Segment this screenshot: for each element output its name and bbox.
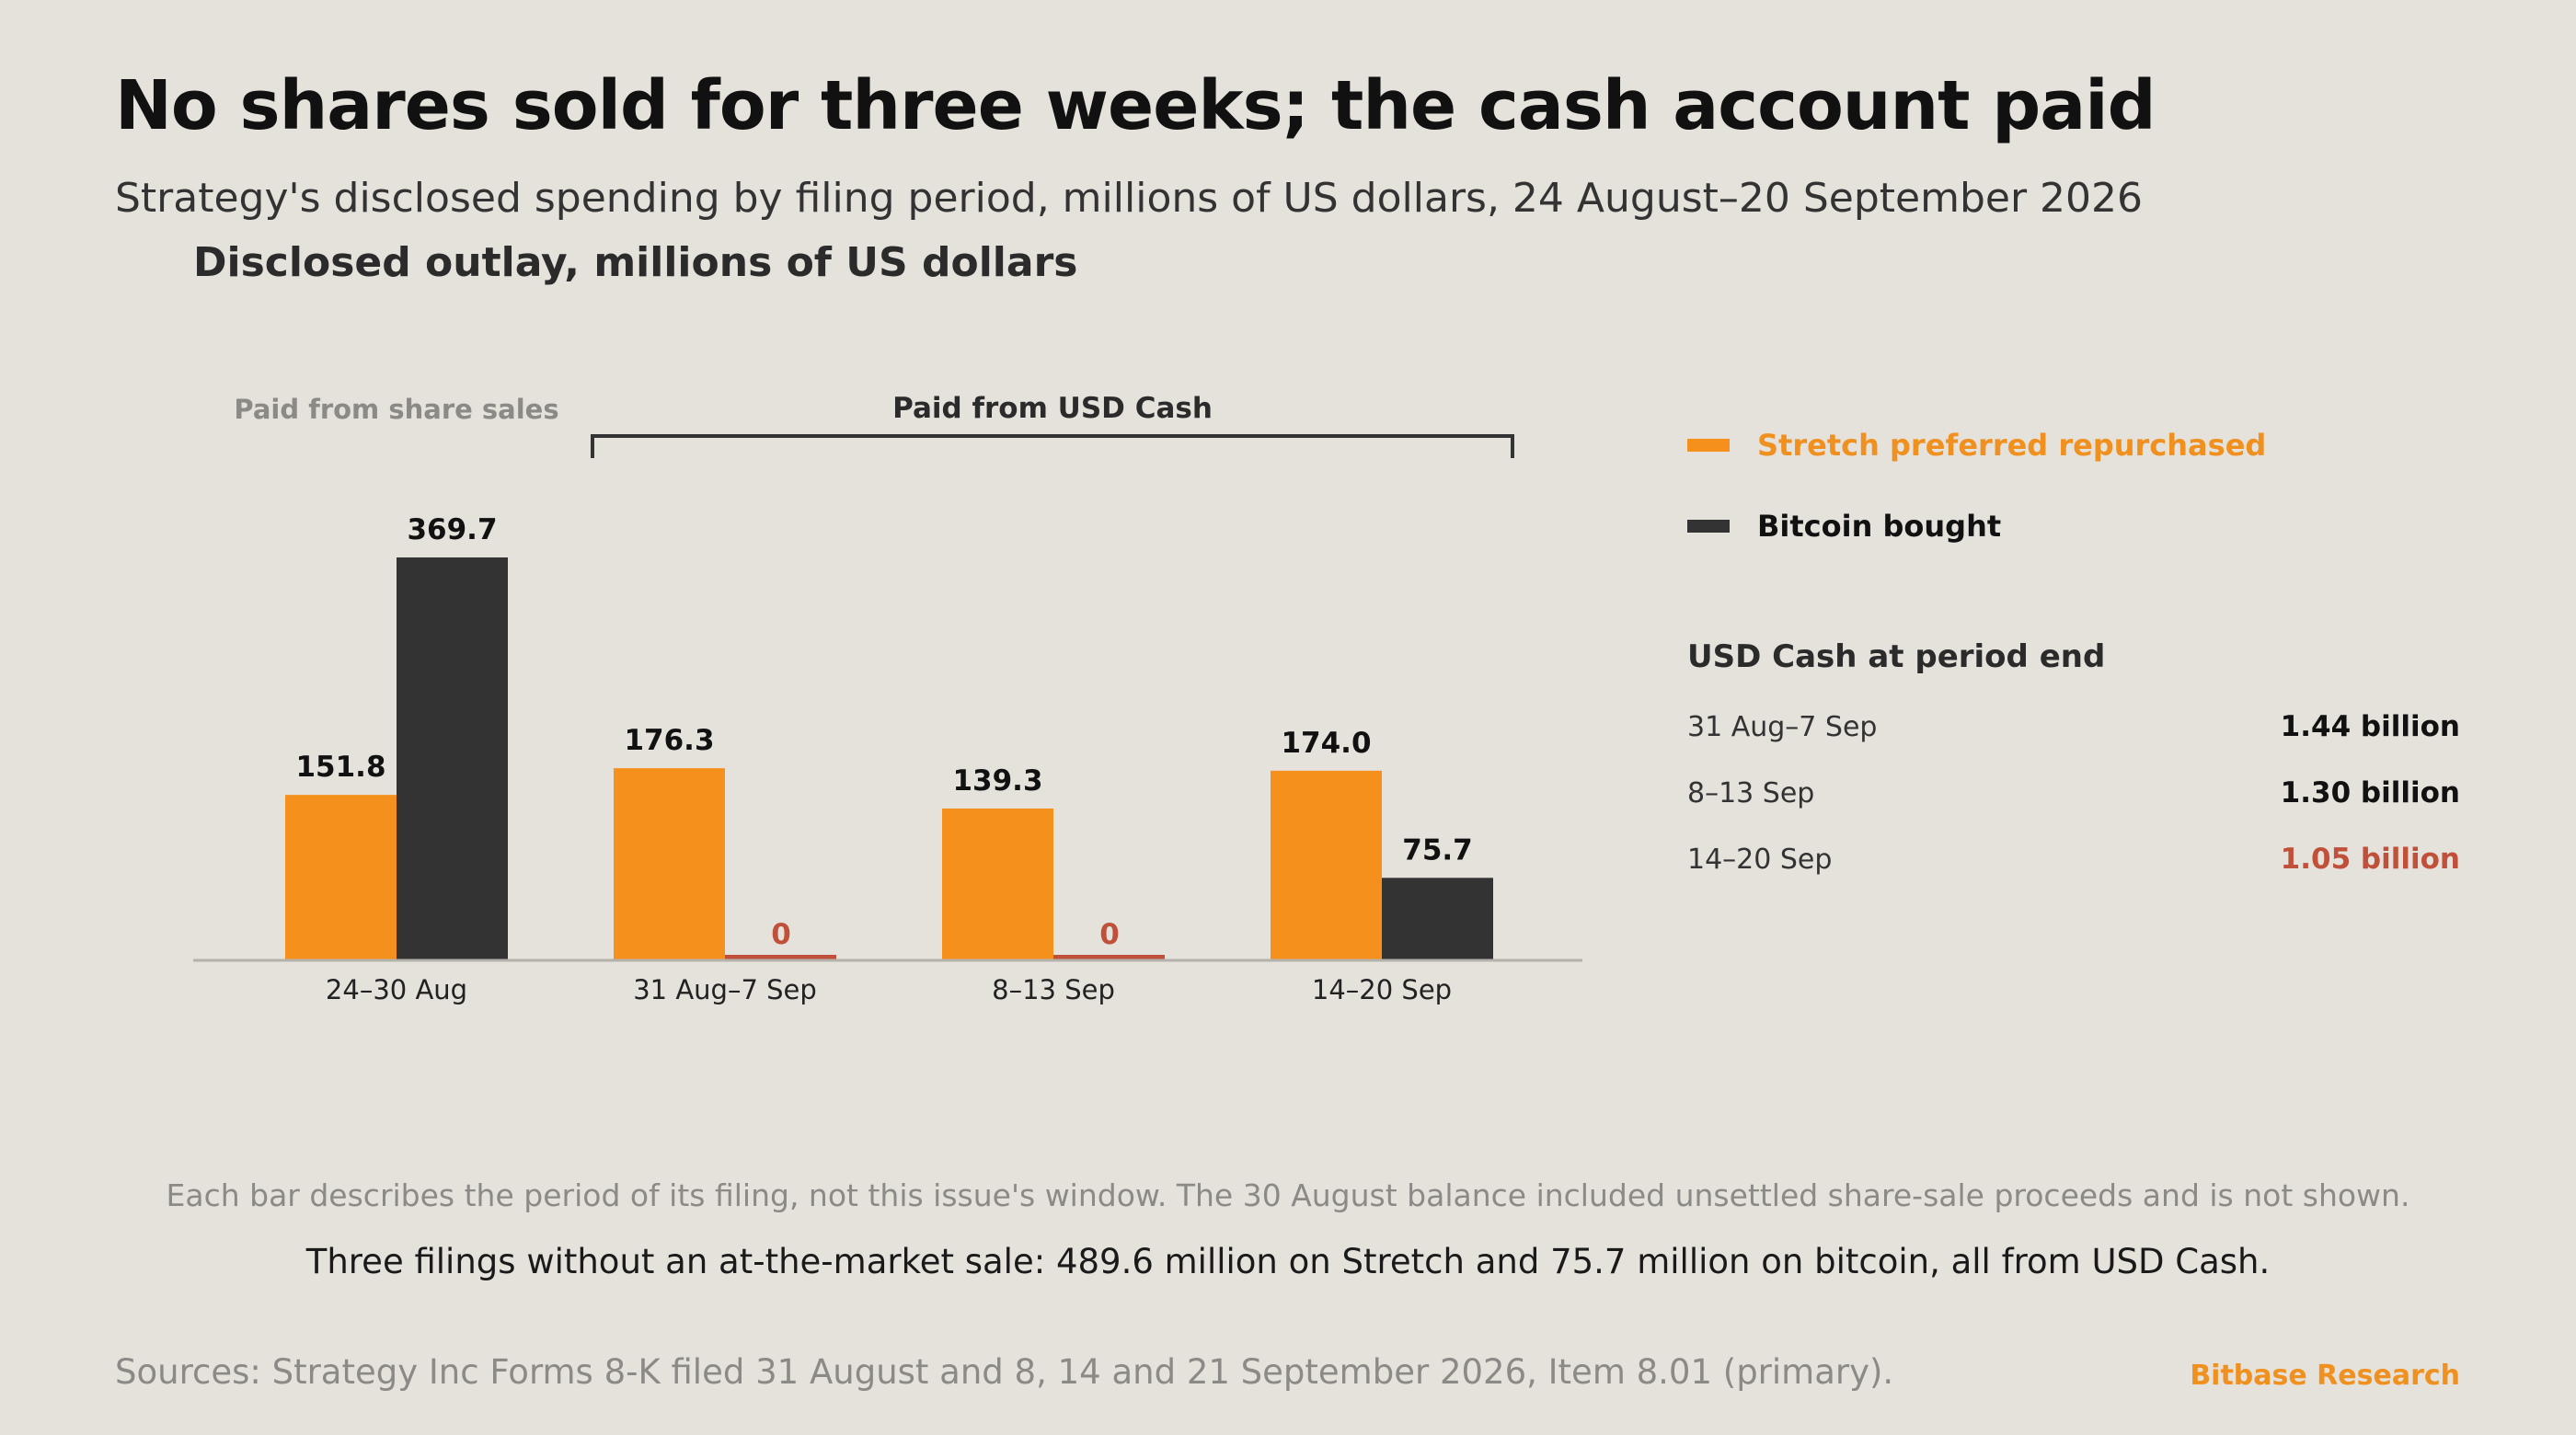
bar-stretch [942,808,1053,960]
footnote: Each bar describes the period of its fil… [166,1177,2410,1213]
data-label: 369.7 [407,513,497,546]
usd-cash-row: 14–20 Sep 1.05 billion [1687,826,2460,892]
legend-label-bitcoin: Bitcoin bought [1757,509,2002,544]
data-label: 174.0 [1281,727,1371,760]
bar-stretch [285,795,397,960]
bar-bitcoin [397,557,508,960]
x-tick-label: 31 Aug–7 Sep [633,974,817,1005]
usd-cash-period: 14–20 Sep [1687,843,1833,876]
usd-cash-value: 1.44 billion [2280,710,2460,743]
usd-cash-value-highlight: 1.05 billion [2280,843,2460,876]
legend-label-stretch: Stretch preferred repurchased [1757,428,2267,463]
bar-stretch [1271,770,1382,960]
data-label-zero: 0 [771,918,791,951]
annotation-bracket [591,434,1514,458]
sources-text: Sources: Strategy Inc Forms 8-K filed 31… [115,1352,1894,1392]
bar-bitcoin-zero [725,955,836,959]
bar-bitcoin-zero [1053,955,1165,959]
legend-swatch-bitcoin [1687,520,1730,533]
bar-chart: Paid from share sales Paid from USD Cash 1… [193,392,1582,1005]
usd-cash-table: USD Cash at period end 31 Aug–7 Sep 1.44… [1687,638,2460,892]
usd-cash-period: 8–13 Sep [1687,776,1815,809]
bar-stretch [614,768,725,960]
chart-subtitle: Strategy's disclosed spending by filing … [115,175,2144,222]
bar-bitcoin [1382,878,1493,960]
data-label: 75.7 [1402,833,1473,867]
usd-cash-period: 31 Aug–7 Sep [1687,710,1878,743]
legend-item-bitcoin: Bitcoin bought [1687,486,2266,567]
x-tick-label: 24–30 Aug [326,974,467,1005]
usd-cash-row: 31 Aug–7 Sep 1.44 billion [1687,694,2460,760]
takeaway-text: Three filings without an at-the-market s… [305,1242,2271,1281]
chart-title: No shares sold for three weeks; the cash… [115,66,2156,145]
legend: Stretch preferred repurchased Bitcoin bo… [1687,405,2266,567]
y-axis-label: Disclosed outlay, millions of US dollars [193,239,1078,286]
usd-cash-heading: USD Cash at period end [1687,638,2106,675]
legend-item-stretch: Stretch preferred repurchased [1687,405,2266,486]
data-label: 139.3 [952,764,1042,798]
x-tick-label: 14–20 Sep [1312,974,1452,1005]
brand-logo-text: Bitbase Research [2190,1360,2460,1392]
annotation-usd-cash: Paid from USD Cash [892,392,1213,425]
usd-cash-value: 1.30 billion [2280,776,2460,809]
legend-swatch-stretch [1687,439,1730,452]
data-label: 176.3 [624,724,714,757]
data-label-zero: 0 [1099,918,1120,951]
annotation-share-sales: Paid from share sales [234,394,558,425]
data-label: 151.8 [295,751,385,784]
x-tick-label: 8–13 Sep [992,974,1115,1005]
usd-cash-row: 8–13 Sep 1.30 billion [1687,760,2460,826]
